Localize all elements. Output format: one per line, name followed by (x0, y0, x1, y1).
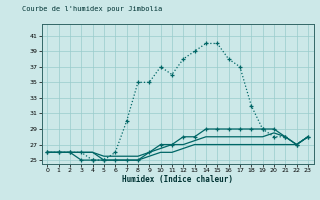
Text: Courbe de l'humidex pour Jimbolia: Courbe de l'humidex pour Jimbolia (22, 6, 163, 12)
X-axis label: Humidex (Indice chaleur): Humidex (Indice chaleur) (122, 175, 233, 184)
